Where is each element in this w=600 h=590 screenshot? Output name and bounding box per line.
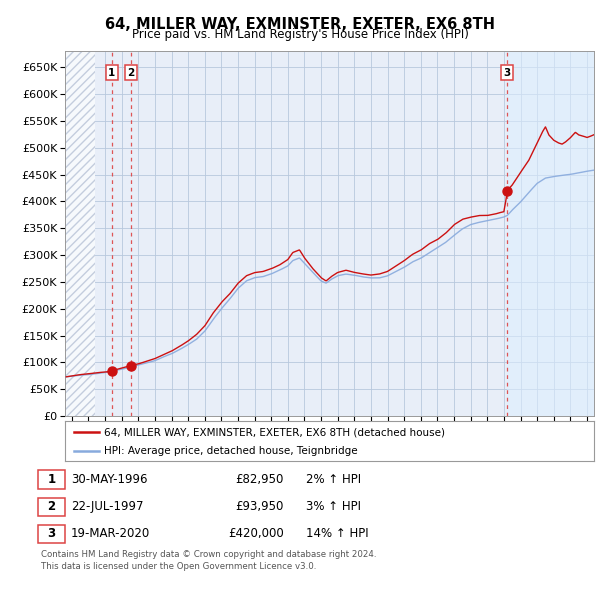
Text: £82,950: £82,950 [235,473,284,486]
Text: 14% ↑ HPI: 14% ↑ HPI [306,527,368,540]
Text: Price paid vs. HM Land Registry's House Price Index (HPI): Price paid vs. HM Land Registry's House … [131,28,469,41]
Text: 1: 1 [47,473,55,486]
Text: HPI: Average price, detached house, Teignbridge: HPI: Average price, detached house, Teig… [104,447,358,456]
Text: 3: 3 [504,68,511,78]
Text: £420,000: £420,000 [228,527,284,540]
FancyBboxPatch shape [38,470,65,489]
FancyBboxPatch shape [38,525,65,543]
Text: 64, MILLER WAY, EXMINSTER, EXETER, EX6 8TH: 64, MILLER WAY, EXMINSTER, EXETER, EX6 8… [105,17,495,31]
Text: 22-JUL-1997: 22-JUL-1997 [71,500,143,513]
Text: This data is licensed under the Open Government Licence v3.0.: This data is licensed under the Open Gov… [41,562,316,571]
FancyBboxPatch shape [38,497,65,516]
Text: £93,950: £93,950 [235,500,284,513]
Text: 2: 2 [127,68,134,78]
Text: 2: 2 [47,500,55,513]
Text: 3% ↑ HPI: 3% ↑ HPI [306,500,361,513]
Text: 3: 3 [47,527,55,540]
Bar [508,51,594,416]
Text: 64, MILLER WAY, EXMINSTER, EXETER, EX6 8TH (detached house): 64, MILLER WAY, EXMINSTER, EXETER, EX6 8… [104,428,445,438]
Text: 19-MAR-2020: 19-MAR-2020 [71,527,151,540]
Bar [65,51,95,416]
Text: Contains HM Land Registry data © Crown copyright and database right 2024.: Contains HM Land Registry data © Crown c… [41,550,376,559]
Text: 2% ↑ HPI: 2% ↑ HPI [306,473,361,486]
Bar [65,51,95,416]
Text: 1: 1 [108,68,115,78]
Text: 30-MAY-1996: 30-MAY-1996 [71,473,148,486]
